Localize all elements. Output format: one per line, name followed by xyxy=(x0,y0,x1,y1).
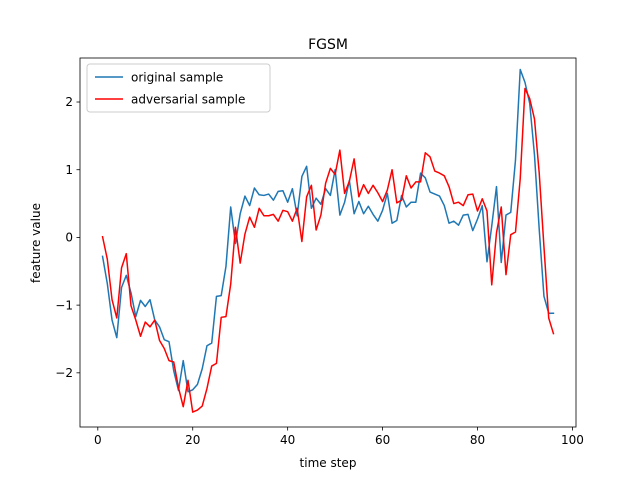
legend: original sample adversarial sample xyxy=(86,63,271,113)
x-tick-label: 80 xyxy=(470,433,485,447)
series-line-2 xyxy=(101,87,555,413)
chart-title: FGSM xyxy=(308,37,348,53)
x-tick-label: 40 xyxy=(280,433,295,447)
legend-box xyxy=(86,63,271,113)
y-tick-label: 2 xyxy=(65,95,73,109)
y-axis-label: feature value xyxy=(29,203,43,283)
series-group xyxy=(101,68,555,413)
y-tick-label: 1 xyxy=(65,163,73,177)
y-tick-label: −2 xyxy=(55,366,73,380)
plot-area: 0 20 40 60 80 100 −2 −1 0 1 2 xyxy=(55,57,584,447)
axes-frame xyxy=(79,57,577,428)
x-tick-label: 20 xyxy=(185,433,200,447)
x-tick-label: 60 xyxy=(375,433,390,447)
y-tick-label: −1 xyxy=(55,298,73,312)
legend-label-2: adversarial sample xyxy=(131,92,245,106)
legend-label-1: original sample xyxy=(131,70,223,84)
x-tick-label: 100 xyxy=(561,433,584,447)
x-axis-label: time step xyxy=(300,456,357,470)
x-tick-label: 0 xyxy=(94,433,102,447)
y-tick-label: 0 xyxy=(65,231,73,245)
